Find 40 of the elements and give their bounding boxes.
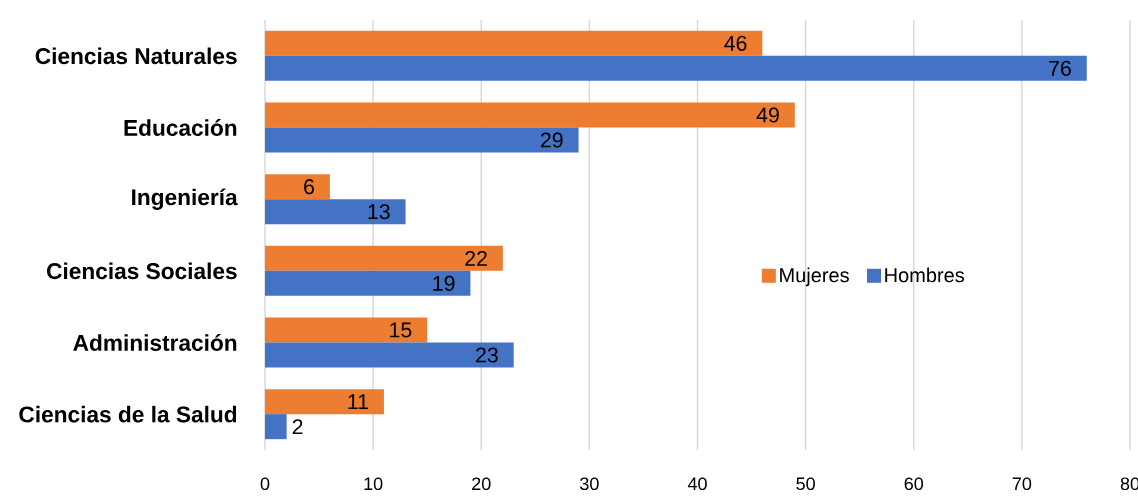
bar: [265, 55, 1087, 81]
bar: [265, 199, 406, 225]
data-label: 29: [540, 132, 563, 148]
y-tick-label: Ciencias Naturales: [35, 47, 237, 65]
x-tick-label: 40: [687, 477, 707, 491]
data-label: 76: [1049, 60, 1071, 76]
bar: [265, 270, 471, 296]
y-tick-label: Educación: [124, 119, 237, 136]
data-label: 22: [465, 250, 487, 266]
x-tick-label: 50: [796, 477, 815, 491]
bar: [265, 127, 579, 153]
bar: [265, 30, 763, 56]
data-label: 46: [724, 35, 747, 51]
data-label: 49: [756, 107, 779, 123]
data-label: 19: [433, 275, 455, 291]
bar: [265, 414, 287, 440]
bar: [265, 174, 330, 200]
data-label: 13: [368, 204, 390, 220]
legend-label: Hombres: [885, 267, 965, 283]
data-label: 2: [292, 419, 303, 435]
bar: [265, 245, 503, 271]
legend-label: Mujeres: [780, 267, 849, 287]
data-label: 6: [304, 179, 314, 195]
y-tick-label: Administración: [73, 334, 237, 351]
bar: [265, 342, 514, 368]
data-label: 15: [390, 322, 412, 338]
data-label: 11: [348, 394, 368, 409]
x-tick-label: 10: [364, 477, 383, 491]
x-tick-label: 60: [904, 477, 924, 491]
data-label: 23: [476, 347, 498, 363]
x-tick-label: 70: [1012, 477, 1032, 491]
y-tick-label: Ciencias Sociales: [47, 262, 237, 280]
bar: [265, 389, 384, 415]
x-tick-label: 20: [472, 477, 491, 491]
bar: [265, 102, 795, 128]
bar: [265, 317, 428, 343]
x-tick-label: 0: [260, 477, 270, 491]
x-tick-label: 30: [580, 477, 599, 491]
y-tick-label: Ciencias de la Salud: [19, 405, 237, 423]
y-tick-label: Ingeniería: [132, 188, 238, 210]
